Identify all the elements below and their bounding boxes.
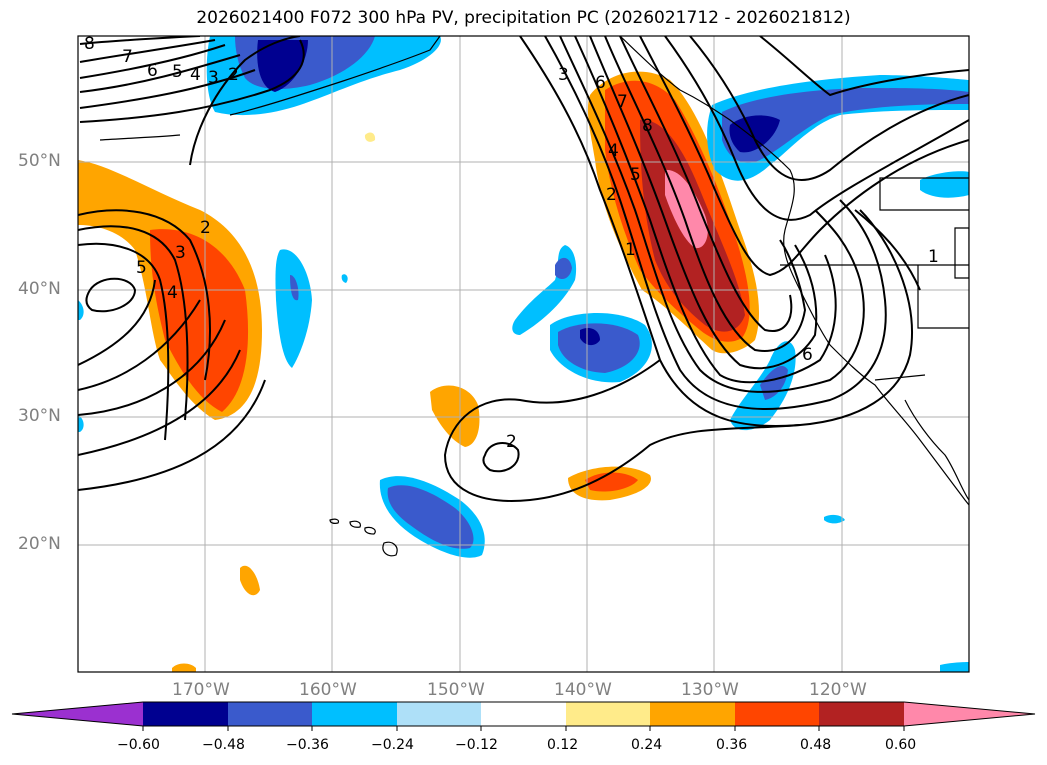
map-title: 2026021400 F072 300 hPa PV, precipitatio… (196, 8, 851, 28)
latitude-label: 50°N (18, 151, 61, 171)
coastlines (99, 36, 969, 557)
negative-anomaly-region (341, 274, 348, 283)
longitude-label: 170°W (172, 680, 230, 700)
contour-label: 3 (208, 68, 219, 88)
longitude-label: 150°W (427, 680, 485, 700)
colorbar-tick-label: 0.48 (800, 737, 832, 753)
precip-anomaly-fills (78, 36, 969, 672)
negative-anomaly-region (78, 415, 84, 432)
colorbar-segment (819, 702, 904, 726)
contour-label: 6 (595, 73, 606, 93)
contour-label: 7 (617, 92, 628, 112)
map-frame (77, 35, 970, 673)
colorbar-tick-label: −0.48 (202, 737, 245, 753)
contour-label: 2 (606, 185, 617, 205)
colorbar-segment (481, 702, 566, 726)
contour-label: 8 (642, 116, 653, 136)
longitude-label: 160°W (299, 680, 357, 700)
longitude-label: 140°W (554, 680, 612, 700)
pv-contours (78, 36, 969, 502)
contour-label: 4 (167, 283, 178, 303)
colorbar (11, 701, 1036, 731)
colorbar-tick-label: 0.12 (547, 737, 579, 753)
contour-label: 3 (175, 243, 186, 263)
contour-label: 5 (136, 258, 147, 278)
colorbar-tick-label: −0.36 (286, 737, 329, 753)
contour-label: 2 (228, 65, 239, 85)
contour-label: 8 (84, 34, 95, 54)
negative-anomaly-region (257, 40, 308, 92)
colorbar-segment (735, 702, 819, 726)
longitude-label: 130°W (681, 680, 739, 700)
negative-anomaly-region (555, 257, 572, 280)
contour-label: 6 (802, 345, 813, 365)
positive-anomaly-region (150, 229, 249, 412)
positive-anomaly-region (364, 132, 376, 142)
contour-label: 1 (928, 247, 939, 267)
negative-anomaly-region (722, 88, 969, 163)
colorbar-tick-label: −0.12 (455, 737, 498, 753)
latitude-label: 40°N (18, 279, 61, 299)
contour-label: 5 (630, 165, 641, 185)
longitude-label: 120°W (809, 680, 867, 700)
contour-label: 4 (608, 141, 619, 161)
colorbar-tick-label: −0.24 (371, 737, 414, 753)
colorbar-tick-label: 0.60 (885, 737, 917, 753)
positive-anomaly-region (240, 565, 260, 596)
negative-anomaly-region (920, 171, 969, 198)
contour-labels: 8 7 6 5 4 3 2 2 3 4 5 3 6 7 8 4 5 2 1 2 … (84, 34, 939, 452)
latitude-label: 30°N (18, 406, 61, 426)
negative-anomaly-region (940, 662, 969, 672)
contour-label: 4 (190, 65, 201, 85)
colorbar-tick-label: 0.36 (716, 737, 748, 753)
colorbar-segment (312, 702, 397, 726)
contour-label: 5 (172, 62, 183, 82)
contour-label: 2 (506, 432, 517, 452)
colorbar-extend-left (12, 702, 143, 726)
colorbar-segment (397, 702, 481, 726)
contour-label: 2 (200, 218, 211, 238)
colorbar-segment (566, 702, 650, 726)
colorbar-segment (143, 702, 228, 726)
negative-anomaly-region (558, 323, 640, 373)
negative-anomaly-region (580, 328, 600, 346)
contour-label: 7 (122, 47, 133, 67)
positive-anomaly-region (172, 663, 196, 672)
colorbar-extend-right (904, 702, 1035, 726)
map-gridlines (78, 36, 969, 672)
positive-anomaly-region (665, 169, 708, 249)
negative-anomaly-region (387, 485, 474, 549)
contour-label: 3 (558, 65, 569, 85)
negative-anomaly-region (290, 275, 299, 301)
latitude-label: 20°N (18, 534, 61, 554)
colorbar-tick-label: 0.24 (631, 737, 663, 753)
negative-anomaly-region (275, 249, 312, 368)
colorbar-segment (228, 702, 312, 726)
negative-anomaly-region (729, 115, 780, 153)
negative-anomaly-region (78, 300, 84, 320)
colorbar-tick-label: −0.60 (117, 737, 160, 753)
positive-anomaly-region (430, 385, 480, 447)
positive-anomaly-region (585, 472, 638, 492)
negative-anomaly-region (824, 514, 845, 524)
contour-label: 1 (625, 240, 636, 260)
colorbar-segment (650, 702, 735, 726)
contour-label: 6 (147, 61, 158, 81)
